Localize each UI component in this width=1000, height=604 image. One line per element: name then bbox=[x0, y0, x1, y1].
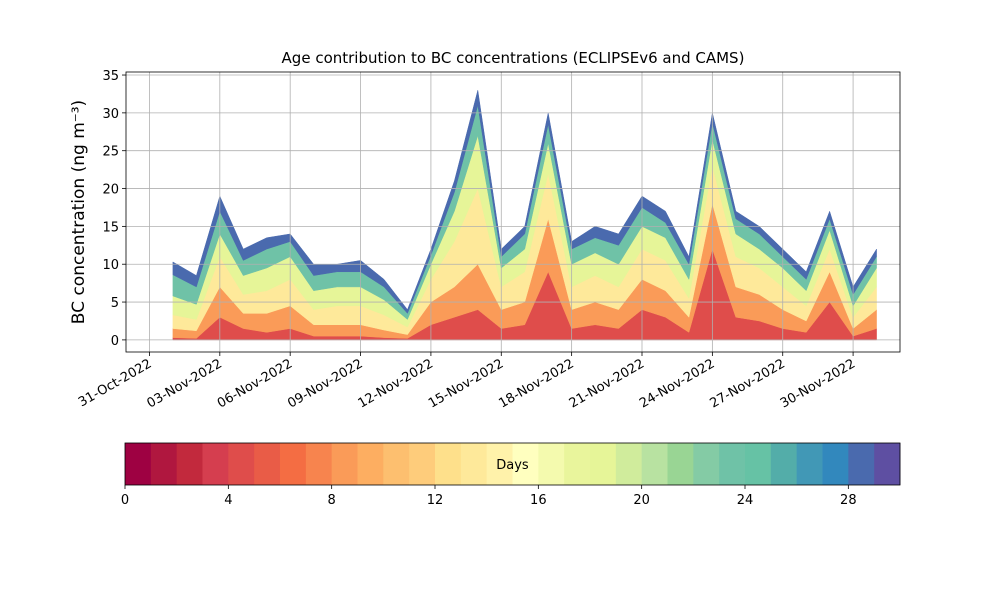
colorbar-tick-label: 4 bbox=[224, 493, 232, 508]
colorbar-tick-label: 28 bbox=[840, 493, 857, 508]
y-tick-label: 30 bbox=[102, 107, 119, 122]
colorbar-band bbox=[874, 443, 901, 485]
y-tick-label: 0 bbox=[111, 334, 119, 349]
y-tick-label: 10 bbox=[102, 258, 119, 273]
y-tick-label: 35 bbox=[102, 69, 119, 84]
colorbar-frame bbox=[124, 442, 901, 486]
colorbar-band bbox=[667, 443, 694, 485]
colorbar-band bbox=[848, 443, 875, 485]
x-tick-label: 27-Nov-2022 bbox=[707, 356, 787, 411]
colorbar-tick-label: 0 bbox=[121, 493, 129, 508]
colorbar-band bbox=[770, 443, 798, 485]
x-tick-label: 09-Nov-2022 bbox=[285, 356, 365, 411]
colorbar-band bbox=[125, 443, 152, 485]
colorbar-band bbox=[254, 443, 281, 485]
colorbar-band bbox=[486, 443, 513, 485]
colorbar-tick-label: 24 bbox=[737, 493, 754, 508]
colorbar-band bbox=[228, 443, 255, 485]
x-tick-label: 31-Oct-2022 bbox=[76, 356, 154, 410]
colorbar-band bbox=[176, 443, 203, 485]
colorbar-band bbox=[357, 443, 384, 485]
x-tick-label: 30-Nov-2022 bbox=[778, 356, 858, 411]
colorbar-tick-label: 20 bbox=[633, 493, 650, 508]
colorbar-band bbox=[460, 443, 488, 485]
x-tick-label: 21-Nov-2022 bbox=[567, 356, 647, 411]
colorbar-band bbox=[331, 443, 358, 485]
colorbar-band bbox=[590, 443, 617, 485]
x-tick-label: 24-Nov-2022 bbox=[637, 356, 717, 411]
colorbar-tick-label: 12 bbox=[427, 493, 444, 508]
colorbar-band bbox=[719, 443, 746, 485]
x-tick-label: 15-Nov-2022 bbox=[426, 356, 506, 411]
colorbar-band bbox=[150, 443, 178, 485]
x-tick-label: 03-Nov-2022 bbox=[145, 356, 225, 411]
x-tick-label: 06-Nov-2022 bbox=[215, 356, 295, 411]
colorbar-band bbox=[409, 443, 436, 485]
y-tick-label: 5 bbox=[111, 296, 119, 311]
y-tick-label: 15 bbox=[102, 220, 119, 235]
y-tick-label: 25 bbox=[102, 145, 119, 160]
colorbar-band bbox=[641, 443, 668, 485]
colorbar-band bbox=[538, 443, 565, 485]
y-tick-label: 20 bbox=[102, 183, 119, 198]
colorbar-band bbox=[202, 443, 229, 485]
area bbox=[172, 90, 877, 314]
y-axis-label: BC concentration (ng m⁻³) bbox=[69, 100, 89, 324]
colorbar-band bbox=[693, 443, 720, 485]
colorbar-band bbox=[435, 443, 462, 485]
colorbar-band bbox=[564, 443, 591, 485]
colorbar-label: Days bbox=[496, 458, 529, 473]
colorbar-band bbox=[615, 443, 643, 485]
plot-frame bbox=[125, 71, 901, 353]
colorbar-band bbox=[745, 443, 772, 485]
colorbar-band bbox=[383, 443, 410, 485]
colorbar-band bbox=[305, 443, 333, 485]
x-tick-label: 12-Nov-2022 bbox=[356, 356, 436, 411]
colorbar-band bbox=[796, 443, 823, 485]
colorbar-tick-label: 16 bbox=[530, 493, 547, 508]
colorbar-band bbox=[822, 443, 849, 485]
colorbar-band bbox=[280, 443, 307, 485]
x-tick-label: 18-Nov-2022 bbox=[496, 356, 576, 411]
chart-title: Age contribution to BC concentrations (E… bbox=[282, 49, 745, 67]
colorbar-band bbox=[512, 443, 539, 485]
colorbar-tick-label: 8 bbox=[328, 493, 336, 508]
